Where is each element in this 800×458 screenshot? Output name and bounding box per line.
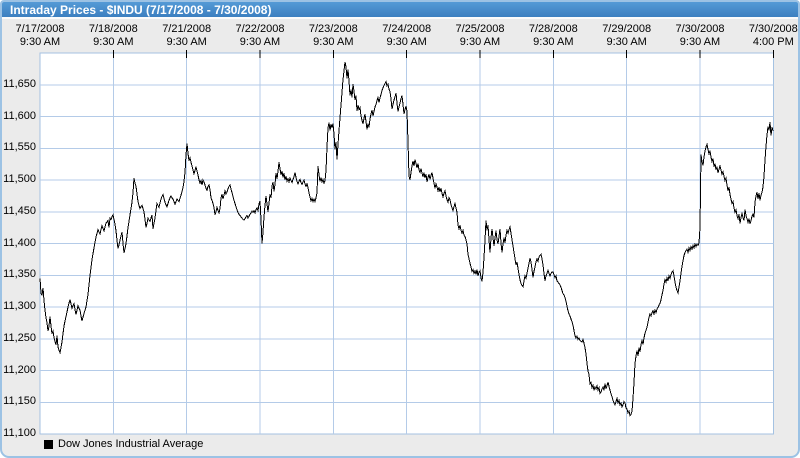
y-tick-label: 11,150 [3,395,36,408]
x-tick-label: 7/18/2008 9:30 AM [88,23,138,48]
y-tick-label: 11,650 [3,77,36,90]
y-tick-label: 11,350 [3,268,36,281]
legend: Dow Jones Industrial Average [44,438,203,450]
y-tick-label: 11,450 [3,204,36,217]
x-tick-label: 7/25/2008 9:30 AM [455,23,505,48]
x-tick-label: 7/17/2008 9:30 AM [15,23,65,48]
x-tick-label: 7/21/2008 9:30 AM [162,23,212,48]
y-tick-label: 11,200 [3,363,36,376]
y-tick-label: 11,550 [3,141,36,154]
x-tick-label: 7/23/2008 9:30 AM [308,23,358,48]
price-line [39,61,774,417]
y-tick-label: 11,100 [3,427,36,439]
x-tick-label: 7/24/2008 9:30 AM [382,23,432,48]
y-tick-label: 11,600 [3,109,36,122]
title-bar: Intraday Prices - $INDU (7/17/2008 - 7/3… [2,2,798,19]
y-tick-label: 11,250 [3,331,36,344]
legend-label: Dow Jones Industrial Average [58,438,204,450]
y-tick-label: 11,300 [3,300,36,312]
x-tick-label: 7/22/2008 9:30 AM [235,23,285,48]
legend-swatch-icon [44,439,53,449]
x-tick-label: 7/28/2008 9:30 AM [528,23,578,48]
page-title: Intraday Prices - $INDU (7/17/2008 - 7/3… [10,3,272,17]
x-tick-label: 7/30/2008 4:00 PM [748,23,798,48]
x-tick-label: 7/30/2008 9:30 AM [675,23,725,48]
x-tick-label: 7/29/2008 9:30 AM [602,23,652,48]
y-tick-label: 11,400 [3,236,36,249]
y-tick-label: 11,500 [3,173,36,185]
